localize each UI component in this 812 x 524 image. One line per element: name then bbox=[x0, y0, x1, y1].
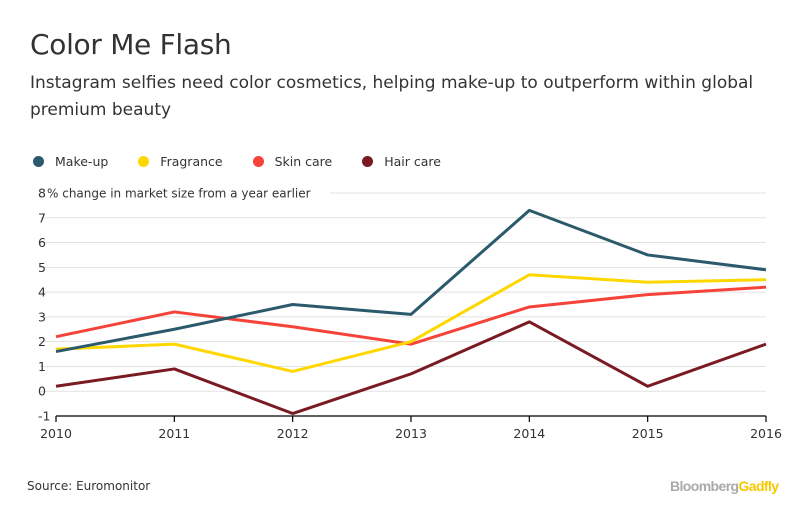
legend-item: Skin care bbox=[252, 154, 333, 169]
chart-subtitle: Instagram selfies need color cosmetics, … bbox=[30, 73, 754, 120]
legend-item: Hair care bbox=[362, 154, 441, 169]
y-axis-label: % change in market size from a year earl… bbox=[47, 187, 311, 201]
y-tick-label: -1 bbox=[38, 409, 50, 424]
y-tick-label: 1 bbox=[38, 359, 46, 374]
legend-item: Fragrance bbox=[138, 154, 223, 169]
source-note: Source: Euromonitor bbox=[27, 479, 151, 493]
legend-label: Make-up bbox=[55, 154, 109, 169]
y-tick-label: 8 bbox=[38, 186, 46, 201]
series-line-fragrance bbox=[55, 273, 767, 373]
bloomberg-gadfly-logo: BloombergGadfly bbox=[670, 478, 779, 494]
legend-label: Hair care bbox=[384, 154, 441, 169]
series-line-hair-care bbox=[55, 320, 767, 416]
x-tick-label: 2015 bbox=[632, 426, 664, 441]
series-line-make-up bbox=[55, 208, 767, 354]
x-tick-label: 2016 bbox=[750, 426, 782, 441]
legend-label: Fragrance bbox=[160, 154, 223, 169]
y-tick-label: 5 bbox=[38, 260, 46, 275]
chart-title: Color Me Flash bbox=[30, 28, 232, 61]
x-tick-label: 2012 bbox=[277, 426, 309, 441]
legend: Make-up Fragrance Skin care Hair care bbox=[33, 154, 471, 169]
legend-swatch bbox=[362, 156, 374, 167]
legend-label: Skin care bbox=[274, 154, 333, 169]
y-tick-label: 6 bbox=[38, 235, 46, 250]
legend-swatch bbox=[252, 156, 264, 167]
x-tick-label: 2011 bbox=[158, 426, 190, 441]
y-tick-label: 2 bbox=[38, 334, 46, 349]
y-tick-label: 3 bbox=[38, 309, 46, 324]
legend-item: Make-up bbox=[33, 154, 108, 169]
legend-swatch bbox=[138, 156, 150, 167]
y-tick-label: 0 bbox=[38, 384, 46, 399]
series-line-skin-care bbox=[55, 285, 767, 346]
y-tick-label: 4 bbox=[38, 285, 46, 300]
x-tick-label: 2010 bbox=[40, 426, 72, 441]
x-tick-label: 2014 bbox=[513, 426, 545, 441]
y-tick-label: 7 bbox=[38, 210, 46, 225]
x-tick-label: 2013 bbox=[395, 426, 427, 441]
legend-swatch bbox=[33, 156, 44, 167]
